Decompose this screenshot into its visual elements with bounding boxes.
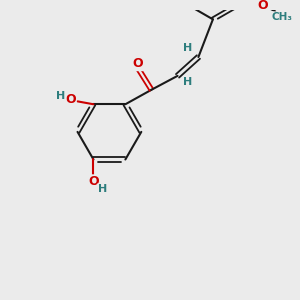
Text: H: H bbox=[183, 77, 192, 87]
Text: O: O bbox=[257, 0, 268, 12]
Text: O: O bbox=[65, 93, 76, 106]
Text: CH₃: CH₃ bbox=[272, 12, 293, 22]
Text: O: O bbox=[88, 175, 99, 188]
Text: H: H bbox=[183, 43, 192, 53]
Text: H: H bbox=[56, 91, 65, 101]
Text: H: H bbox=[98, 184, 107, 194]
Text: O: O bbox=[132, 57, 143, 70]
